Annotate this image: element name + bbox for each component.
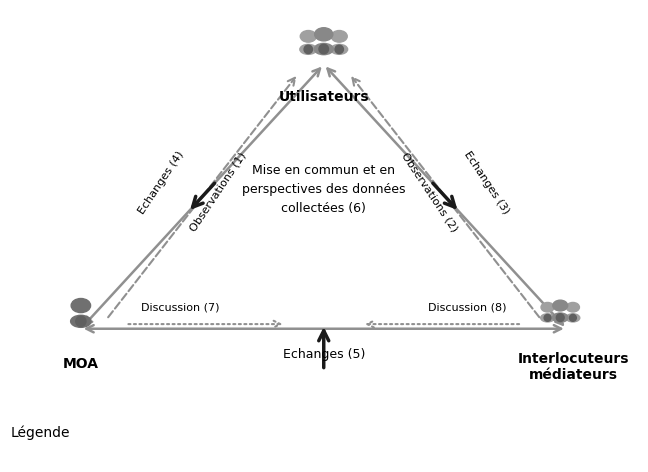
Ellipse shape [540,314,555,322]
Ellipse shape [557,314,564,321]
Text: Interlocuteurs
médiateurs: Interlocuteurs médiateurs [517,352,629,382]
Text: Echanges (4): Echanges (4) [136,149,185,216]
Text: Mise en commun et en
perspectives des données
collectées (6): Mise en commun et en perspectives des do… [242,164,406,215]
Text: Utilisateurs: Utilisateurs [279,90,369,104]
Circle shape [541,303,554,312]
Ellipse shape [71,315,91,328]
Ellipse shape [544,314,551,321]
Text: Echanges (3): Echanges (3) [462,150,511,216]
Text: Discussion (8): Discussion (8) [428,303,507,313]
Text: Echanges (5): Echanges (5) [283,348,365,361]
Ellipse shape [570,314,576,321]
Ellipse shape [319,44,329,54]
Text: Discussion (7): Discussion (7) [141,303,219,313]
Ellipse shape [304,45,312,53]
Circle shape [71,298,91,312]
Ellipse shape [314,43,333,55]
Circle shape [300,31,316,42]
Ellipse shape [566,314,580,322]
Text: Observations (2): Observations (2) [399,151,459,234]
Circle shape [331,31,347,42]
Ellipse shape [330,44,347,54]
Ellipse shape [552,313,568,322]
Text: MOA: MOA [63,356,99,371]
Circle shape [553,300,568,311]
Circle shape [315,28,333,41]
Ellipse shape [335,45,343,53]
Text: Observations (1): Observations (1) [189,151,248,233]
Circle shape [566,303,579,312]
Text: Légende: Légende [10,426,70,440]
Ellipse shape [76,316,86,327]
Ellipse shape [300,44,317,54]
